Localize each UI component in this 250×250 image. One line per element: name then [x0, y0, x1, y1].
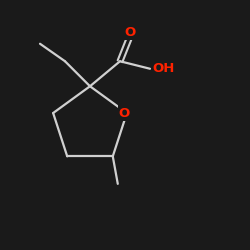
Text: OH: OH — [152, 62, 175, 75]
Text: O: O — [119, 106, 130, 120]
Text: O: O — [124, 26, 136, 39]
